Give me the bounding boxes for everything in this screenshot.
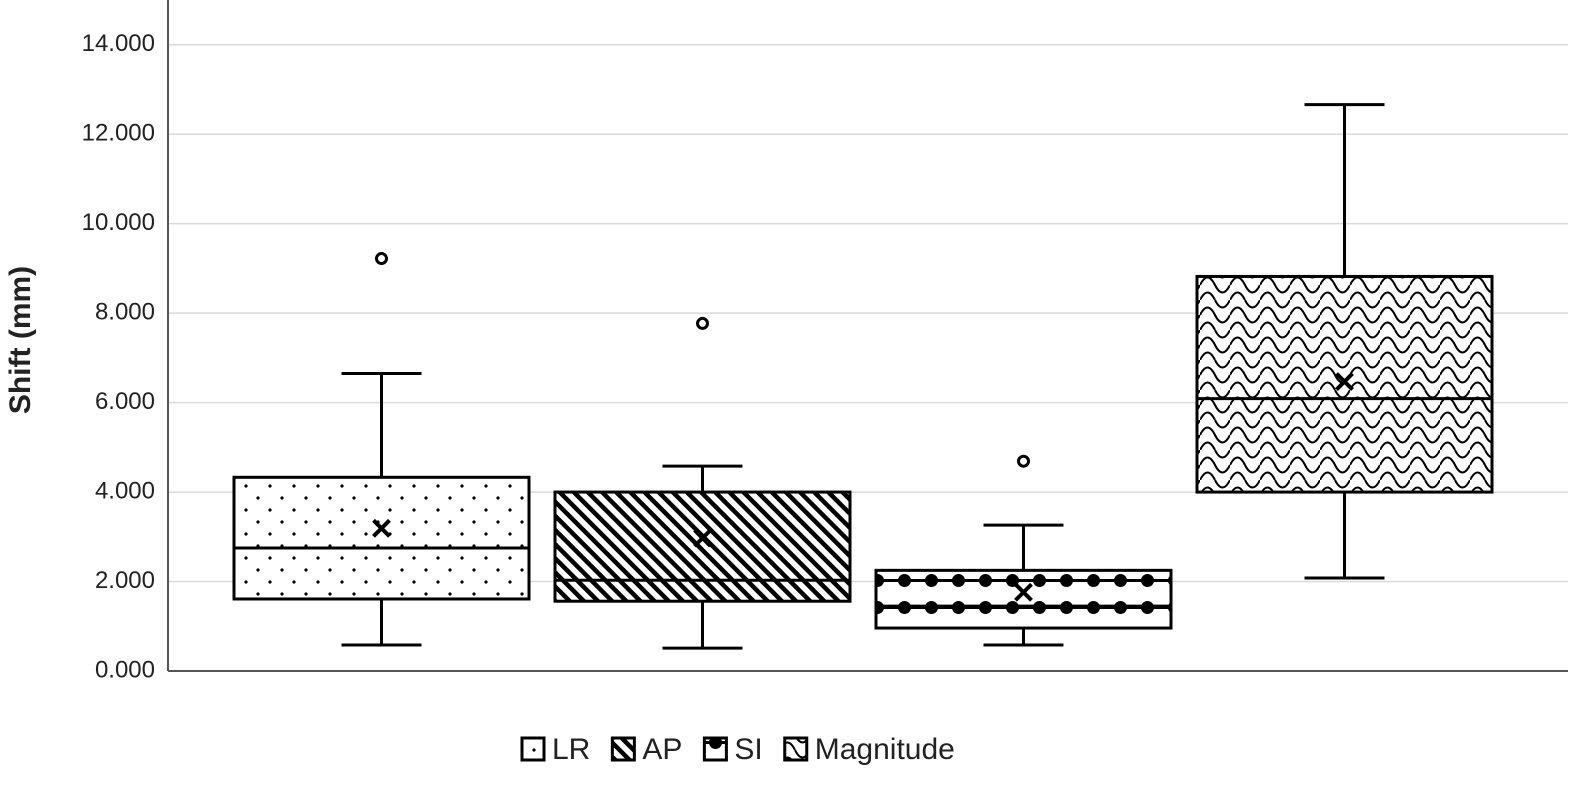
mean-marker xyxy=(693,528,712,548)
y-axis-label: Shift (mm) xyxy=(4,266,37,414)
y-tick-label: 4.000 xyxy=(95,477,155,504)
outlier xyxy=(1017,454,1030,468)
mean-x xyxy=(1014,582,1033,602)
y-tick-label: 14.000 xyxy=(82,30,155,57)
y-tick-label: 2.000 xyxy=(95,567,155,594)
y-tick-label: 6.000 xyxy=(95,388,155,415)
box xyxy=(874,568,1173,630)
legend-swatch xyxy=(520,736,546,762)
legend-label: SI xyxy=(734,733,762,766)
y-tick-label: 10.000 xyxy=(82,209,155,236)
y-tick-label: 8.000 xyxy=(95,298,155,325)
legend-label: LR xyxy=(552,733,590,766)
y-tick-label: 12.000 xyxy=(82,120,155,147)
legend-label: AP xyxy=(642,733,682,766)
mean-marker xyxy=(1335,372,1354,391)
legend-swatch xyxy=(702,736,728,762)
box xyxy=(553,490,852,603)
mean-x xyxy=(1335,372,1354,391)
legend-swatch xyxy=(610,736,636,762)
legend-label: Magnitude xyxy=(815,733,955,766)
mean-marker xyxy=(372,518,391,538)
outlier xyxy=(696,316,709,330)
mean-x xyxy=(693,528,712,548)
box xyxy=(232,475,531,601)
y-tick-label: 0.000 xyxy=(95,656,155,683)
outlier xyxy=(375,252,388,266)
mean-marker xyxy=(1014,582,1033,602)
legend-swatch xyxy=(783,736,809,762)
mean-x xyxy=(372,518,391,538)
